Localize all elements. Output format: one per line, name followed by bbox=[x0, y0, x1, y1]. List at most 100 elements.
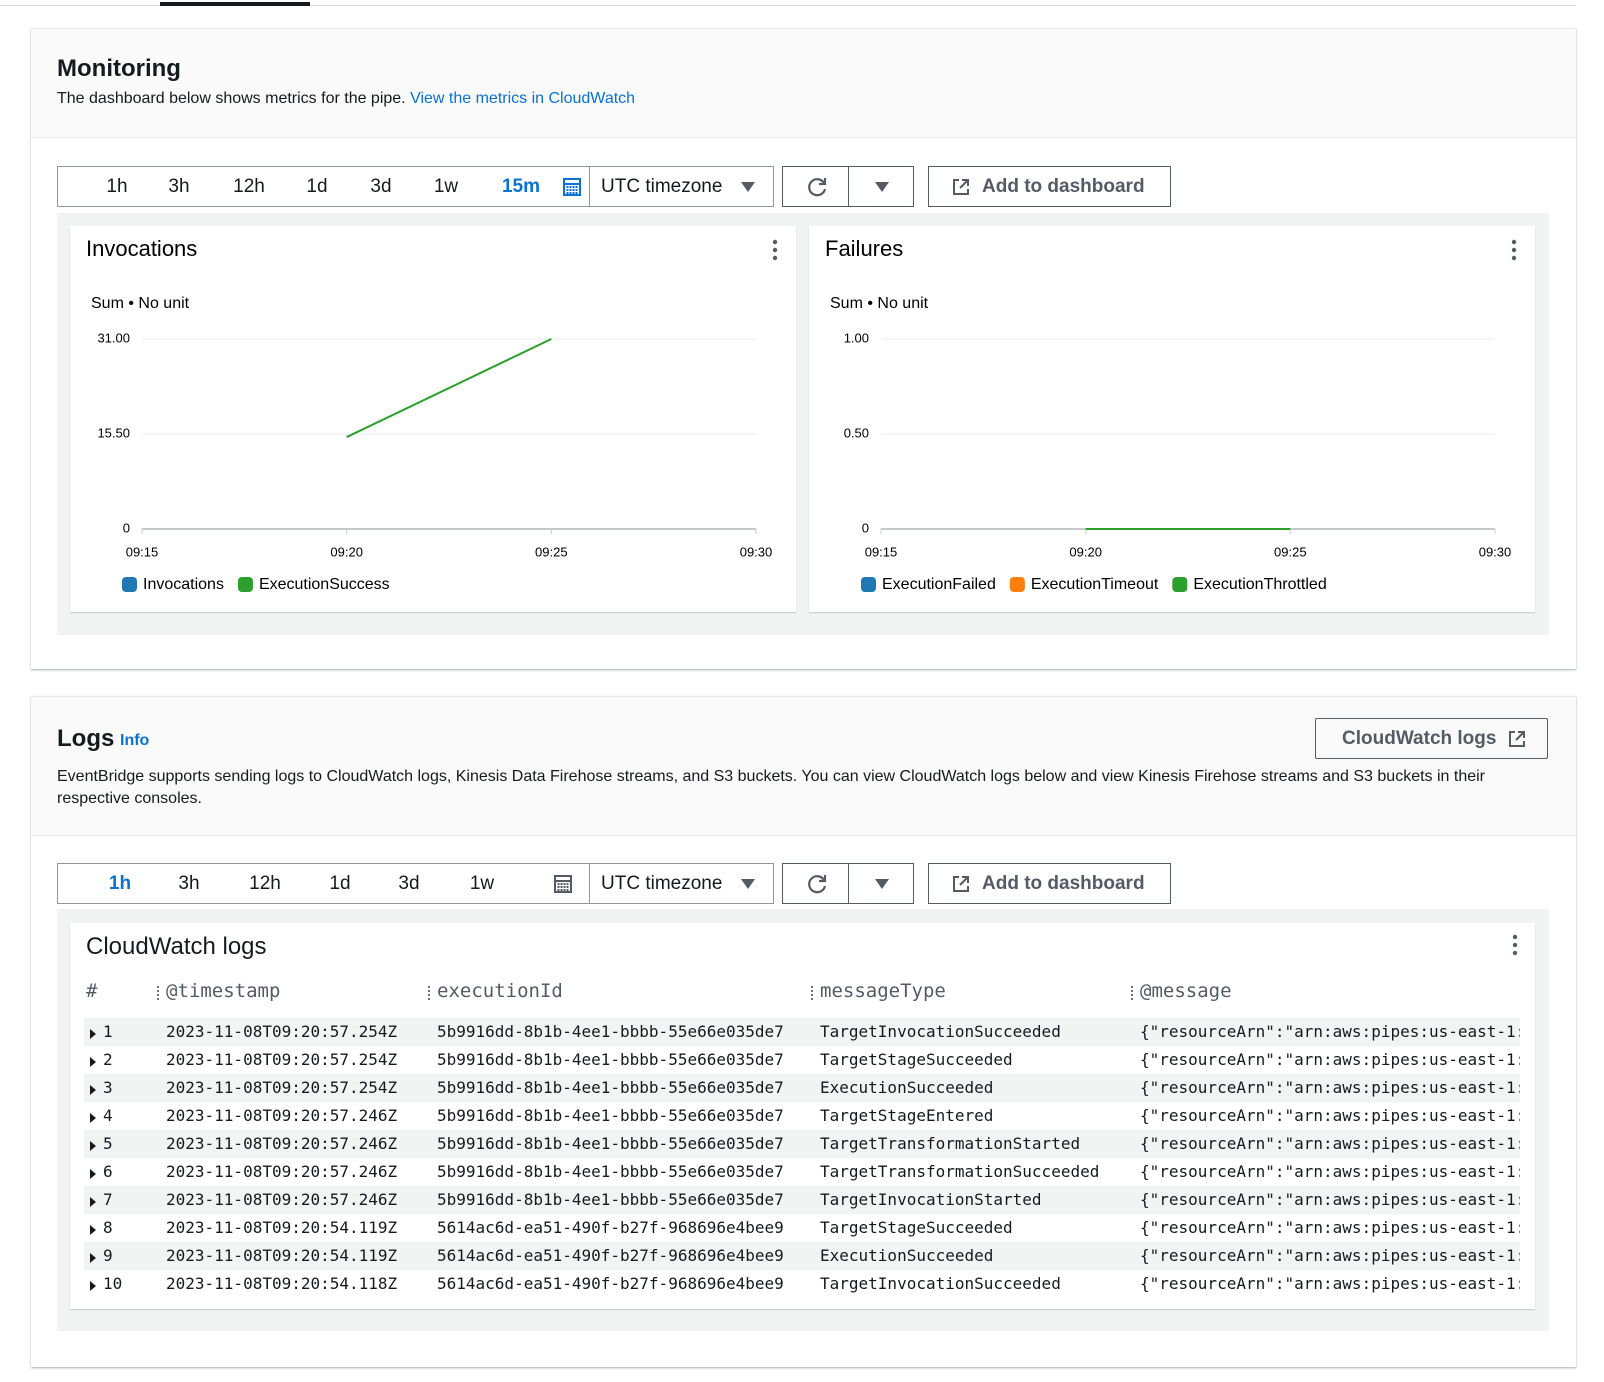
refresh-button[interactable] bbox=[782, 166, 849, 207]
x-tick-label: 09:30 bbox=[1479, 544, 1512, 559]
cloudwatch-link[interactable]: View the metrics in CloudWatch bbox=[410, 90, 636, 107]
table-cell: 5b9916dd-8b1b-4ee1-bbbb-55e66e035de7 bbox=[437, 1106, 784, 1125]
add-to-dashboard-button[interactable]: Add to dashboard bbox=[928, 863, 1171, 904]
table-cell: 2023-11-08T09:20:57.246Z bbox=[166, 1190, 398, 1209]
menu-dot bbox=[1511, 247, 1517, 253]
add-to-dashboard-button[interactable]: Add to dashboard bbox=[928, 166, 1171, 207]
legend-swatch bbox=[1172, 577, 1188, 592]
table-cell: 1 bbox=[103, 1022, 113, 1041]
table-row[interactable]: 4 2023-11-08T09:20:57.246Z 5b9916dd-8b1b-4… bbox=[84, 1102, 1520, 1130]
icon-part bbox=[557, 883, 560, 885]
icon-part bbox=[566, 889, 569, 891]
icon-part bbox=[741, 182, 755, 192]
x-tick-label: 09:15 bbox=[865, 544, 898, 559]
icon-part bbox=[566, 192, 569, 194]
range-option[interactable]: 3d bbox=[398, 873, 420, 894]
icon-part bbox=[554, 875, 572, 893]
y-tick-label: 15.50 bbox=[97, 425, 130, 440]
icon-part bbox=[90, 1197, 96, 1207]
timezone-label: UTC timezone bbox=[601, 873, 723, 894]
icon-part bbox=[563, 178, 581, 196]
legend-label: ExecutionThrottled bbox=[1193, 576, 1326, 593]
range-option[interactable]: 15m bbox=[501, 176, 541, 197]
table-cell: ExecutionSucceeded bbox=[820, 1078, 994, 1097]
timezone-select[interactable]: UTC timezone bbox=[589, 863, 774, 904]
column-resizer bbox=[428, 986, 430, 1000]
range-option[interactable]: 12h bbox=[233, 176, 265, 197]
range-option[interactable]: 1h bbox=[108, 873, 132, 894]
x-tick-label: 09:20 bbox=[330, 544, 363, 559]
expand-icon bbox=[90, 1197, 96, 1207]
menu-dot bbox=[1512, 942, 1518, 948]
table-cell: 8 bbox=[103, 1218, 113, 1237]
table-row[interactable]: 7 2023-11-08T09:20:57.246Z 5b9916dd-8b1b-4… bbox=[84, 1186, 1520, 1214]
range-option[interactable]: 12h bbox=[249, 873, 281, 894]
cloudwatch-logs-button[interactable]: CloudWatch logs bbox=[1315, 718, 1548, 759]
info-link[interactable]: Info bbox=[120, 732, 150, 749]
table-cell: 7 bbox=[103, 1190, 113, 1209]
icon-part bbox=[875, 182, 889, 192]
range-option[interactable]: 3d bbox=[370, 176, 392, 197]
table-cell: 6 bbox=[103, 1162, 113, 1181]
icon-part bbox=[90, 1253, 96, 1263]
range-option[interactable]: 1d bbox=[306, 176, 328, 197]
icon-part bbox=[953, 179, 969, 195]
icon-part bbox=[566, 186, 569, 188]
expand-icon bbox=[90, 1253, 96, 1263]
table-row[interactable]: 1 2023-11-08T09:20:57.254Z 5b9916dd-8b1b-4… bbox=[84, 1018, 1520, 1046]
table-row[interactable]: 2 2023-11-08T09:20:57.254Z 5b9916dd-8b1b-4… bbox=[84, 1046, 1520, 1074]
table-cell: 4 bbox=[103, 1106, 113, 1125]
options-dropdown[interactable] bbox=[848, 166, 914, 207]
range-option[interactable]: 1d bbox=[329, 873, 351, 894]
icon-part bbox=[572, 189, 575, 191]
button-label: CloudWatch logs bbox=[1342, 728, 1497, 749]
icon-part bbox=[566, 883, 569, 885]
timezone-select[interactable]: UTC timezone bbox=[589, 166, 774, 207]
table-row[interactable]: 3 2023-11-08T09:20:57.254Z 5b9916dd-8b1b-4… bbox=[84, 1074, 1520, 1102]
table-cell: 2023-11-08T09:20:57.254Z bbox=[166, 1050, 398, 1069]
options-dropdown[interactable] bbox=[848, 863, 914, 904]
range-option[interactable]: 3h bbox=[178, 873, 200, 894]
table-cell: 2023-11-08T09:20:54.118Z bbox=[166, 1274, 398, 1293]
menu-dot bbox=[772, 239, 778, 245]
column-header: # bbox=[86, 980, 98, 1002]
range-option[interactable]: 1w bbox=[433, 176, 459, 197]
section-title: Monitoring bbox=[57, 55, 181, 82]
table-row[interactable]: 6 2023-11-08T09:20:57.246Z 5b9916dd-8b1b-4… bbox=[84, 1158, 1520, 1186]
column-header: @timestamp bbox=[166, 980, 281, 1002]
icon-part bbox=[741, 879, 755, 889]
icon-part bbox=[560, 886, 563, 888]
table-cell: 5b9916dd-8b1b-4ee1-bbbb-55e66e035de7 bbox=[437, 1022, 784, 1041]
caret-icon bbox=[875, 879, 889, 889]
x-tick-label: 09:25 bbox=[1274, 544, 1307, 559]
y-axis-label: Sum • No unit bbox=[91, 295, 190, 312]
legend-label: Invocations bbox=[143, 576, 224, 593]
icon-part bbox=[563, 889, 566, 891]
y-tick-label: 0 bbox=[123, 520, 130, 535]
refresh-button[interactable] bbox=[782, 863, 849, 904]
table-cell: TargetStageSucceeded bbox=[820, 1218, 1013, 1237]
table-row[interactable]: 5 2023-11-08T09:20:57.246Z 5b9916dd-8b1b-4… bbox=[84, 1130, 1520, 1158]
table-cell: 5614ac6d-ea51-490f-b27f-968696e4bee9 bbox=[437, 1246, 784, 1265]
icon-part bbox=[808, 178, 827, 197]
table-row[interactable]: 9 2023-11-08T09:20:54.119Z 5614ac6d-ea51-4… bbox=[84, 1242, 1520, 1270]
range-option[interactable]: 1w bbox=[469, 873, 495, 894]
icon-part bbox=[819, 875, 827, 883]
caret-icon bbox=[741, 879, 755, 889]
caret-icon bbox=[875, 182, 889, 192]
x-tick-label: 09:25 bbox=[535, 544, 568, 559]
table-row[interactable]: 10 2023-11-08T09:20:54.118Z 5614ac6d-ea51-… bbox=[84, 1270, 1520, 1298]
chart-card: Invocations Sum • No unit 0 15.50 31.00 09:15… bbox=[70, 226, 796, 612]
table-cell: 2023-11-08T09:20:57.254Z bbox=[166, 1078, 398, 1097]
range-option[interactable]: 1h bbox=[106, 176, 128, 197]
expand-icon bbox=[90, 1029, 96, 1039]
table-cell: {"resourceArn":"arn:aws:pipes:us-east-1: bbox=[1140, 1078, 1520, 1097]
icon-part bbox=[90, 1225, 96, 1235]
chart-title: Failures bbox=[825, 236, 903, 261]
table-cell: 5614ac6d-ea51-490f-b27f-968696e4bee9 bbox=[437, 1274, 784, 1293]
icon-part bbox=[575, 192, 578, 194]
table-cell: 5 bbox=[103, 1134, 113, 1153]
table-row[interactable]: 8 2023-11-08T09:20:54.119Z 5614ac6d-ea51-4… bbox=[84, 1214, 1520, 1242]
table-cell: 5b9916dd-8b1b-4ee1-bbbb-55e66e035de7 bbox=[437, 1078, 784, 1097]
range-option[interactable]: 3h bbox=[168, 176, 190, 197]
